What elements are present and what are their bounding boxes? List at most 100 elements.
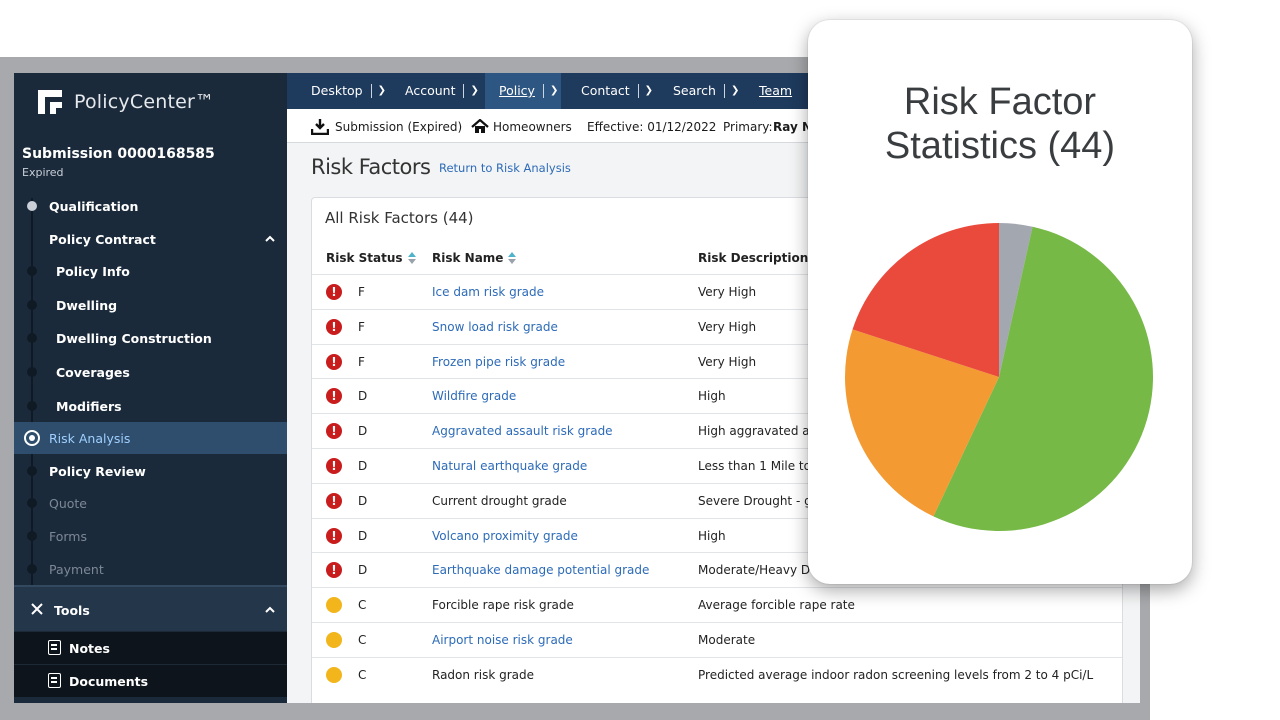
pie-slice[interactable] bbox=[845, 329, 999, 517]
risk-grade: D bbox=[358, 563, 368, 578]
tools-icon bbox=[30, 601, 44, 620]
title-area: Risk Factors Return to Risk Analysis bbox=[287, 143, 1140, 187]
table-row[interactable]: C Forcible rape risk grade Average forcibl… bbox=[312, 587, 1122, 622]
risk-name[interactable]: Earthquake damage potential grade bbox=[432, 563, 650, 578]
chevron-down-icon[interactable]: ❯ bbox=[549, 85, 559, 96]
product-label[interactable]: Homeowners bbox=[493, 120, 572, 134]
risk-name[interactable]: Volcano proximity grade bbox=[432, 528, 578, 543]
tab-label: Search bbox=[673, 83, 716, 98]
tab-desktop[interactable]: Desktop ❯ bbox=[311, 83, 386, 98]
table-row[interactable]: D Wildfire grade High bbox=[312, 378, 1122, 413]
header-risk-status[interactable]: Risk Status bbox=[326, 251, 416, 265]
table-row[interactable]: D Current drought grade Severe Drought - g… bbox=[312, 482, 1122, 518]
nav-item-forms: Forms bbox=[14, 520, 287, 552]
risk-name[interactable]: Aggravated assault risk grade bbox=[432, 424, 613, 439]
tab-label: Policy bbox=[499, 83, 535, 98]
table-row[interactable]: D Earthquake damage potential grade Modera… bbox=[312, 552, 1122, 587]
tab-label: Team bbox=[759, 83, 793, 98]
chevron-down-icon[interactable]: ❯ bbox=[470, 85, 479, 96]
sort-icon[interactable] bbox=[508, 252, 517, 264]
tab-label: Desktop bbox=[311, 83, 363, 98]
primary-value[interactable]: Ray N bbox=[773, 120, 813, 134]
chevron-up-icon[interactable] bbox=[265, 605, 275, 615]
current-step-icon bbox=[24, 430, 40, 446]
pie-slice[interactable] bbox=[999, 223, 1033, 377]
tool-label: Documents bbox=[69, 674, 149, 689]
sort-icon[interactable] bbox=[407, 252, 416, 264]
submission-label[interactable]: Submission (Expired) bbox=[335, 120, 463, 134]
nav-item-modifiers[interactable]: Modifiers bbox=[14, 390, 287, 422]
risk-name[interactable]: Ice dam risk grade bbox=[432, 285, 544, 299]
alert-icon bbox=[326, 492, 342, 509]
step-dot-icon bbox=[27, 300, 37, 310]
table-row[interactable]: D Natural earthquake grade Less than 1 Mil… bbox=[312, 448, 1122, 483]
risk-grade: F bbox=[358, 319, 365, 334]
logo[interactable]: PolicyCenter™ bbox=[38, 90, 214, 114]
card-title-line: Statistics (44) bbox=[884, 125, 1116, 167]
nav-item-dwelling[interactable]: Dwelling bbox=[14, 289, 287, 321]
tool-item-notes[interactable]: Notes bbox=[14, 631, 287, 664]
nav-item-qualification[interactable]: Qualification bbox=[14, 190, 287, 222]
alert-icon bbox=[326, 458, 342, 474]
nav-item-policy-contract[interactable]: Policy Contract bbox=[14, 223, 287, 255]
risk-grade: F bbox=[358, 354, 365, 369]
panel-title: All Risk Factors (44) bbox=[325, 209, 474, 227]
risk-name[interactable]: Snow load risk grade bbox=[432, 319, 558, 334]
nav-label: Policy Info bbox=[56, 263, 130, 279]
alert-icon bbox=[326, 527, 342, 544]
tab-search[interactable]: Search ❯ bbox=[673, 83, 739, 98]
submission-title: Submission 0000168585 bbox=[22, 146, 215, 162]
pie-slice[interactable] bbox=[933, 226, 1153, 532]
chevron-down-icon[interactable]: ❯ bbox=[377, 85, 386, 96]
home-icon bbox=[471, 119, 489, 133]
notes-icon bbox=[48, 640, 61, 655]
tab-team[interactable]: Team bbox=[759, 83, 792, 98]
chevron-up-icon[interactable] bbox=[265, 234, 275, 244]
risk-statistics-card: Risk Factor Statistics (44) bbox=[808, 20, 1192, 584]
risk-grade: C bbox=[358, 598, 367, 613]
documents-icon bbox=[48, 673, 61, 688]
risk-name[interactable]: Airport noise risk grade bbox=[432, 633, 573, 647]
risk-grade: F bbox=[358, 285, 365, 299]
guidewire-logo-icon bbox=[38, 90, 62, 114]
header-risk-description[interactable]: Risk Description bbox=[698, 251, 822, 265]
table-row[interactable]: F Snow load risk grade Very High bbox=[312, 308, 1122, 344]
card-title-line: Risk Factor bbox=[903, 81, 1097, 123]
nav-item-risk-analysis[interactable]: Risk Analysis bbox=[14, 422, 287, 454]
pie-slice[interactable] bbox=[852, 223, 999, 377]
table-row[interactable]: F Ice dam risk grade Very High bbox=[312, 274, 1122, 309]
nav-item-policy-review[interactable]: Policy Review bbox=[14, 455, 287, 487]
tab-policy[interactable]: Policy ❯ bbox=[499, 83, 558, 98]
chevron-down-icon[interactable]: ❯ bbox=[730, 85, 740, 96]
tab-account[interactable]: Account ❯ bbox=[405, 83, 479, 98]
risk-name[interactable]: Wildfire grade bbox=[432, 389, 517, 404]
step-dot-icon bbox=[27, 564, 37, 574]
return-to-risk-analysis-link[interactable]: Return to Risk Analysis bbox=[439, 161, 571, 175]
nav-item-policy-info[interactable]: Policy Info bbox=[14, 255, 287, 287]
nav-label: Coverages bbox=[56, 364, 130, 380]
table-row[interactable]: C Radon risk grade Predicted average indoo… bbox=[312, 656, 1122, 692]
nav-label: Risk Analysis bbox=[49, 430, 131, 446]
tool-item-documents[interactable]: Documents bbox=[14, 664, 287, 697]
risk-pie-chart bbox=[845, 223, 1153, 532]
risk-grade: D bbox=[358, 493, 368, 508]
nav-item-dwelling-construction[interactable]: Dwelling Construction bbox=[14, 322, 287, 354]
header-risk-name[interactable]: Risk Name bbox=[432, 251, 517, 265]
alert-icon bbox=[326, 423, 342, 440]
risk-name: Forcible rape risk grade bbox=[432, 598, 574, 613]
table-row[interactable]: F Frozen pipe risk grade Very High bbox=[312, 343, 1122, 379]
tab-contact[interactable]: Contact ❯ bbox=[581, 83, 653, 98]
nav-item-coverages[interactable]: Coverages bbox=[14, 356, 287, 388]
table-row[interactable]: C Airport noise risk grade Moderate bbox=[312, 622, 1122, 657]
nav-item-payment: Payment bbox=[14, 553, 287, 585]
risk-description: High aggravated ass bbox=[698, 424, 823, 439]
step-dot-icon bbox=[27, 466, 37, 476]
tools-section-header[interactable]: Tools bbox=[14, 585, 287, 633]
risk-name[interactable]: Natural earthquake grade bbox=[432, 459, 588, 473]
table-row[interactable]: D Aggravated assault risk grade High aggra… bbox=[312, 413, 1122, 448]
table-row[interactable]: D Volcano proximity grade High bbox=[312, 517, 1122, 553]
chevron-down-icon[interactable]: ❯ bbox=[644, 85, 654, 96]
risk-name[interactable]: Frozen pipe risk grade bbox=[432, 354, 566, 369]
nav-label: Quote bbox=[49, 495, 88, 511]
alert-icon bbox=[326, 284, 342, 300]
